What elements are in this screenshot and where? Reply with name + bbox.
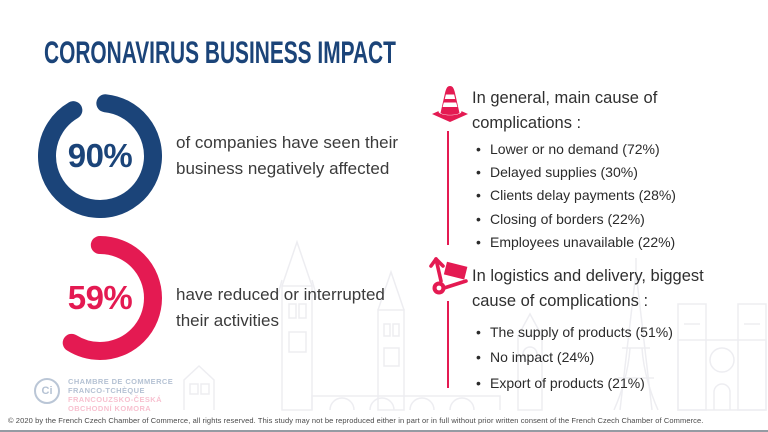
section-heading-logistics: In logistics and delivery, biggest cause… bbox=[472, 267, 704, 310]
list-item: Clients delay payments (28%) bbox=[472, 184, 762, 207]
chamber-logo: Ci CHAMBRE DE COMMERCE FRANCO-TCHÈQUE FR… bbox=[34, 376, 173, 413]
donut-arc-59 bbox=[38, 236, 162, 360]
bullet-list-logistics: The supply of products (51%) No impact (… bbox=[472, 320, 762, 397]
stat-text-negatively-affected: of companies have seen their business ne… bbox=[176, 133, 399, 178]
list-item: Employees unavailable (22%) bbox=[472, 231, 762, 254]
logo-line: CHAMBRE DE COMMERCE bbox=[68, 377, 174, 386]
list-item: Closing of borders (22%) bbox=[472, 208, 762, 231]
section-divider-line-1 bbox=[447, 131, 449, 245]
logo-line: FRANCOUZSKO-ČESKÁ bbox=[68, 395, 162, 404]
slide-bottom-border bbox=[0, 430, 768, 432]
list-item: Lower or no demand (72%) bbox=[472, 138, 762, 161]
logo-line: OBCHODNÍ KOMORA bbox=[68, 404, 152, 413]
copyright-footer: © 2020 by the French Czech Chamber of Co… bbox=[8, 416, 704, 425]
chamber-logo-text: CHAMBRE DE COMMERCE FRANCO-TCHÈQUE FRANC… bbox=[68, 376, 173, 413]
list-item: The supply of products (51%) bbox=[472, 320, 762, 346]
donut-chart-90: 90% bbox=[38, 94, 162, 218]
donut-ring-90-svg bbox=[38, 94, 162, 218]
list-item: Delayed supplies (30%) bbox=[472, 161, 762, 184]
page-title: CORONAVIRUS BUSINESS IMPACT bbox=[44, 36, 396, 71]
list-item: Export of products (21%) bbox=[472, 371, 762, 397]
bullet-list-general: Lower or no demand (72%) Delayed supplie… bbox=[472, 138, 762, 254]
section-heading-general: In general, main cause of complications … bbox=[472, 89, 658, 132]
donut-value-59: 59% bbox=[67, 279, 133, 316]
traffic-cone-icon bbox=[432, 86, 468, 122]
hand-truck-icon bbox=[429, 257, 468, 295]
list-item: No impact (24%) bbox=[472, 345, 762, 371]
section-divider-line-2 bbox=[447, 301, 449, 388]
donut-ring-59-svg bbox=[38, 236, 162, 360]
donut-arc-90 bbox=[38, 94, 162, 218]
donut-chart-59: 59% bbox=[38, 236, 162, 360]
logo-line: FRANCO-TCHÈQUE bbox=[68, 386, 145, 395]
stat-text-reduced-activities: have reduced or interrupted their activi… bbox=[176, 285, 385, 330]
chamber-logo-monogram-icon: Ci bbox=[34, 378, 60, 404]
donut-value-90: 90% bbox=[67, 137, 133, 174]
